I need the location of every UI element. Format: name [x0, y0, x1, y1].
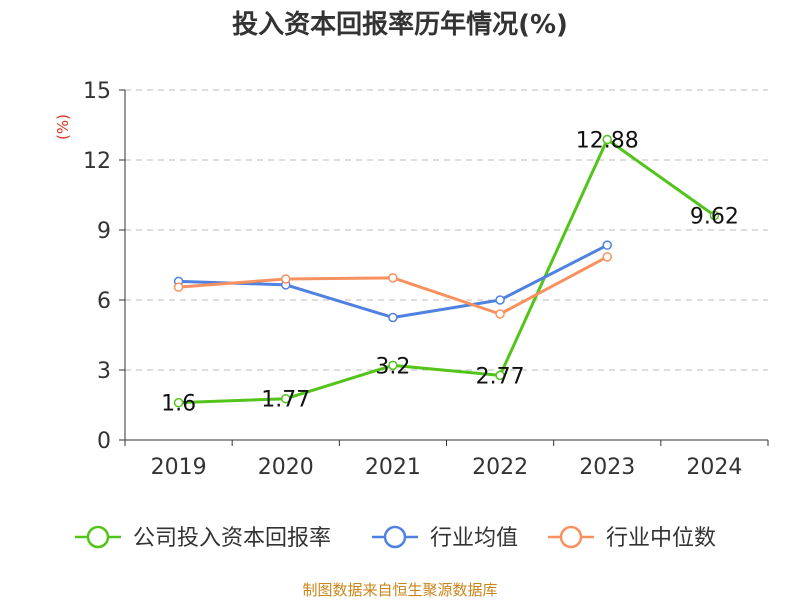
series-point-0 [388, 360, 398, 371]
legend-item: 行业均值 [372, 525, 518, 551]
legend-label: 行业均值 [430, 526, 518, 551]
legend-item: 公司投入资本回报率 [75, 525, 331, 551]
series-point-1 [602, 240, 612, 250]
x-tick-label: 2024 [686, 455, 742, 480]
y-axis-unit: (%) [54, 114, 72, 140]
series-point-0 [173, 397, 184, 408]
series-point-0 [281, 393, 291, 404]
series-point-2 [388, 273, 398, 283]
x-tick-label: 2023 [579, 455, 635, 480]
x-tick-label: 2019 [151, 455, 207, 480]
grid-lines [125, 89, 768, 371]
series-point-0 [602, 134, 612, 145]
series-point-2 [281, 274, 291, 284]
legend: 公司投入资本回报率 行业均值 行业中位数 [75, 525, 716, 551]
series-point-1 [388, 312, 398, 323]
legend-label: 公司投入资本回报率 [133, 526, 331, 551]
x-tick-label: 2022 [472, 455, 528, 480]
source-note: 制图数据来自恒生聚源数据库 [302, 581, 497, 599]
data-label: 3.2 [375, 354, 410, 379]
x-tick-label: 2021 [365, 455, 421, 480]
y-tick-label: 0 [97, 429, 111, 454]
data-labels: 1.6 1.77 3.2 2.77 12.88 9.62 [161, 128, 739, 416]
data-label: 9.62 [690, 205, 739, 230]
y-tick-label: 12 [83, 149, 111, 174]
series-line-0 [178, 137, 716, 405]
y-tick-label: 15 [83, 79, 111, 104]
legend-swatch-marker [86, 525, 110, 549]
y-tick-label: 3 [97, 359, 111, 384]
series-point-1 [495, 295, 505, 305]
legend-item: 行业中位数 [548, 525, 716, 551]
legend-swatch-marker [383, 525, 407, 549]
y-tick-label: 6 [97, 289, 111, 314]
series-point-0 [495, 370, 505, 381]
series-point-0 [709, 210, 720, 221]
data-label: 1.77 [261, 388, 310, 413]
legend-label: 行业中位数 [606, 526, 716, 551]
data-label: 12.88 [576, 128, 639, 153]
series-point-2 [173, 282, 184, 292]
data-label: 1.6 [161, 392, 196, 417]
legend-swatch-marker [559, 525, 583, 549]
x-tick-label: 2020 [258, 455, 314, 480]
series-lines [173, 134, 720, 408]
y-tick-label: 9 [97, 219, 111, 244]
axes: 0 3 6 9 12 15 2019 2020 2021 2022 2023 2024 [83, 79, 769, 480]
series-line-2 [178, 255, 608, 316]
series-point-2 [495, 309, 505, 319]
series-point-2 [602, 252, 612, 262]
data-label: 2.77 [476, 364, 525, 389]
chart-title: 投入资本回报率历年情况(%) [232, 9, 568, 40]
